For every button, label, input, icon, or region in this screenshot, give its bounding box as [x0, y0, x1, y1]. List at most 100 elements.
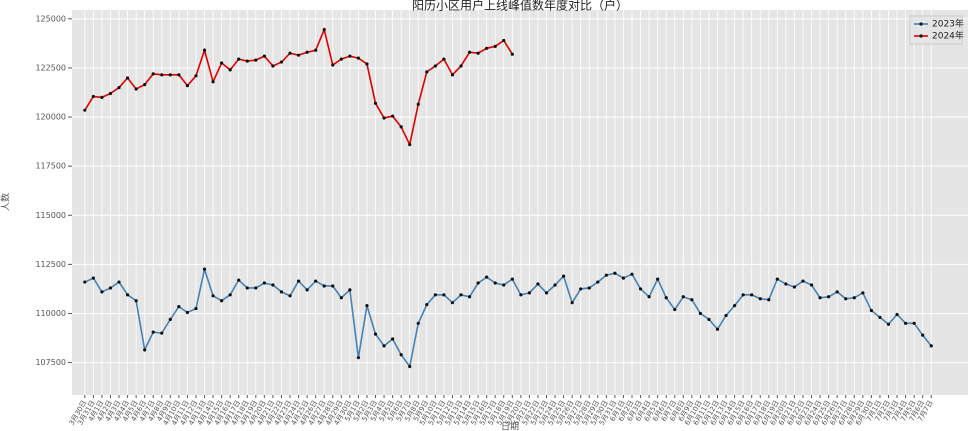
- x-axis-label: 日期: [501, 422, 519, 431]
- point: [202, 267, 207, 271]
- point: [83, 280, 87, 284]
- point: [177, 305, 181, 309]
- point: [707, 317, 711, 321]
- point: [502, 283, 506, 287]
- point: [143, 83, 147, 87]
- point: [861, 291, 865, 295]
- point: [886, 322, 891, 326]
- point: [185, 84, 190, 88]
- point: [467, 295, 472, 299]
- point: [775, 277, 779, 281]
- point: [681, 295, 685, 299]
- point: [425, 303, 429, 307]
- point: [553, 283, 557, 287]
- point: [399, 125, 403, 129]
- point: [322, 28, 326, 32]
- point: [296, 279, 301, 283]
- y-tick-label: 112500: [35, 260, 66, 269]
- point: [570, 301, 574, 305]
- point: [288, 294, 292, 298]
- point: [502, 38, 506, 43]
- point: [348, 288, 352, 292]
- chart-title: 阳历小区用户上线峰值数年度对比（户）: [412, 0, 628, 13]
- point: [91, 94, 95, 99]
- point: [690, 298, 694, 302]
- point: [279, 60, 284, 64]
- y-tick-label: 115000: [35, 211, 66, 220]
- point: [100, 95, 104, 100]
- point: [510, 52, 514, 56]
- point: [202, 48, 207, 52]
- point: [416, 321, 420, 325]
- point: [382, 116, 386, 120]
- point: [442, 57, 446, 61]
- point: [758, 297, 762, 301]
- y-tick-label: 117500: [35, 162, 66, 171]
- point: [391, 337, 395, 341]
- point: [288, 51, 292, 55]
- point: [673, 307, 677, 312]
- point: [356, 56, 361, 60]
- legend-label: 2023年: [932, 18, 964, 30]
- point: [852, 296, 856, 300]
- point: [314, 48, 318, 52]
- point: [801, 279, 805, 283]
- point: [408, 364, 412, 369]
- point: [459, 293, 463, 297]
- point: [450, 301, 455, 305]
- point: [382, 344, 386, 348]
- point: [108, 286, 113, 290]
- point: [844, 297, 848, 301]
- point: [254, 286, 258, 290]
- point: [83, 108, 87, 112]
- legend-marker: [919, 22, 923, 26]
- point: [784, 282, 788, 286]
- point: [527, 291, 532, 295]
- point: [254, 58, 258, 62]
- point: [108, 91, 113, 96]
- legend-box: [909, 15, 963, 45]
- point: [510, 277, 514, 281]
- point: [638, 287, 643, 291]
- point: [356, 356, 361, 360]
- point: [339, 57, 343, 61]
- point: [220, 299, 224, 303]
- point: [459, 64, 463, 68]
- y-axis-label: 人数: [0, 193, 12, 211]
- point: [536, 282, 540, 286]
- point: [125, 293, 130, 297]
- point: [211, 294, 215, 298]
- point: [91, 276, 95, 280]
- y-tick-label: 125000: [35, 14, 66, 23]
- point: [724, 313, 728, 318]
- point: [228, 68, 232, 72]
- point: [373, 332, 378, 336]
- point: [168, 317, 172, 321]
- point: [450, 73, 455, 77]
- y-tick-label: 120000: [35, 113, 66, 122]
- point: [262, 54, 266, 58]
- point: [630, 272, 634, 276]
- point: [168, 73, 172, 77]
- point: [271, 64, 275, 68]
- point: [117, 85, 121, 90]
- point: [262, 281, 266, 285]
- point: [621, 276, 626, 280]
- point: [373, 101, 378, 105]
- point: [151, 72, 155, 76]
- legend-label: 2024年: [932, 30, 964, 42]
- point: [314, 279, 318, 283]
- point: [809, 283, 814, 287]
- point: [929, 344, 933, 348]
- point: [869, 308, 873, 313]
- legend-marker: [919, 34, 923, 38]
- point: [698, 311, 702, 316]
- point: [228, 293, 232, 297]
- point: [818, 296, 822, 300]
- point: [664, 296, 668, 300]
- point: [160, 73, 164, 77]
- point: [767, 298, 771, 302]
- point: [878, 315, 882, 320]
- point: [715, 327, 720, 331]
